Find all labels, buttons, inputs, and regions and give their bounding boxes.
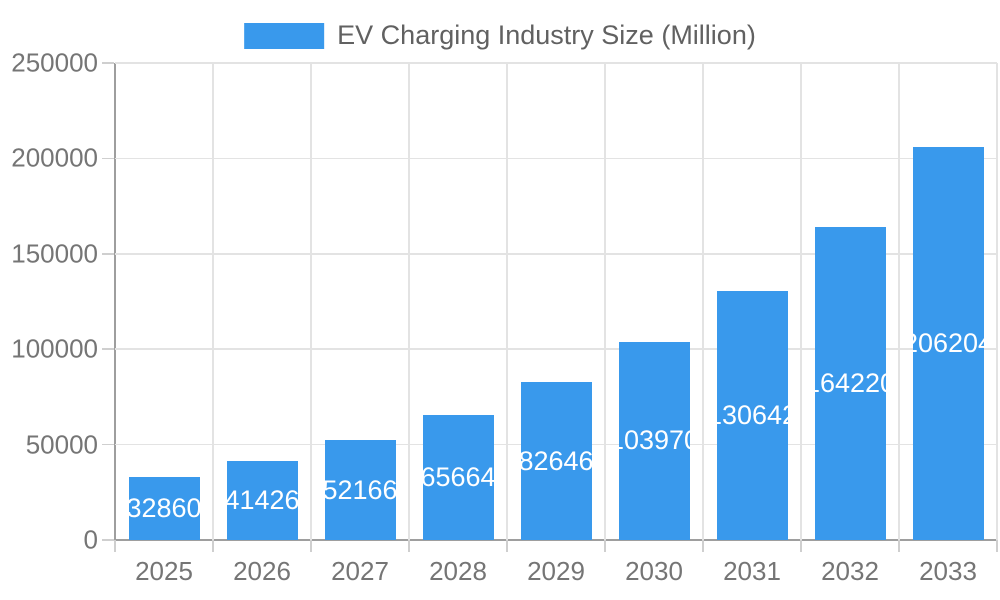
bar-value-label: 206204 [913, 327, 984, 358]
x-axis-tick [996, 540, 998, 552]
bar[interactable]: 164220 [814, 226, 886, 540]
y-axis-tick [102, 253, 114, 255]
x-axis-tick [800, 540, 802, 552]
x-axis-tick [212, 540, 214, 552]
plot-area[interactable]: 0 50000 100000 150000 200000 250000 32860 2025 4… [11, 48, 998, 586]
vertical-gridline [702, 63, 704, 540]
bar[interactable]: 130642 [716, 290, 788, 540]
vertical-gridline [212, 63, 214, 540]
y-axis-label: 100000 [11, 333, 98, 364]
x-axis-label: 2029 [527, 556, 585, 586]
vertical-gridline [898, 63, 900, 540]
vertical-gridline [506, 63, 508, 540]
bar-value-label: 103970 [619, 425, 690, 456]
bar[interactable]: 52166 [324, 440, 396, 540]
bar-value-label: 164220 [815, 367, 886, 398]
legend-item[interactable]: EV Charging Industry Size (Million) [244, 20, 756, 51]
x-axis-label: 2031 [723, 556, 781, 586]
x-axis-line [114, 539, 997, 541]
bar-value-label: 130642 [717, 399, 788, 430]
horizontal-gridline [115, 253, 997, 255]
x-axis-label: 2027 [331, 556, 389, 586]
bar-value-label: 32860 [128, 493, 200, 524]
bar[interactable]: 65664 [422, 414, 494, 540]
y-axis-label: 250000 [11, 47, 98, 78]
vertical-gridline [800, 63, 802, 540]
x-axis-tick [408, 540, 410, 552]
bar-value-label: 41426 [226, 484, 298, 515]
vertical-gridline [310, 63, 312, 540]
vertical-gridline [408, 63, 410, 540]
bar[interactable]: 206204 [912, 146, 984, 540]
y-axis-tick [102, 443, 114, 446]
y-axis-tick [102, 157, 114, 160]
x-axis-tick [898, 540, 900, 552]
x-axis-label: 2030 [625, 556, 683, 586]
vertical-gridline [996, 63, 998, 540]
vertical-gridline [604, 63, 606, 540]
y-axis-label: 150000 [11, 238, 98, 269]
bar-value-label: 52166 [324, 474, 396, 505]
bar[interactable]: 103970 [618, 341, 690, 540]
x-axis-tick [114, 540, 116, 552]
x-axis-tick [506, 540, 508, 552]
legend-swatch-icon [244, 22, 325, 49]
y-axis-label: 0 [83, 524, 98, 555]
bar-value-label: 65664 [422, 461, 494, 492]
x-axis-tick [604, 540, 606, 552]
x-axis-label: 2033 [919, 556, 977, 586]
y-axis-line [114, 63, 116, 541]
x-axis-tick [310, 540, 312, 552]
x-axis-tick [702, 540, 704, 552]
x-axis-label: 2026 [233, 556, 291, 586]
x-axis-label: 2028 [429, 556, 487, 586]
y-axis-tick [102, 539, 114, 541]
bar[interactable]: 82646 [520, 382, 592, 540]
y-axis-label: 50000 [25, 429, 98, 460]
bar[interactable]: 32860 [128, 477, 200, 540]
bar[interactable]: 41426 [226, 460, 298, 540]
legend-label: EV Charging Industry Size (Million) [337, 20, 756, 50]
horizontal-gridline [115, 157, 997, 160]
horizontal-gridline [115, 348, 997, 350]
bar-value-label: 82646 [520, 445, 592, 476]
horizontal-gridline [115, 62, 997, 64]
x-axis-label: 2025 [135, 556, 193, 586]
x-axis-label: 2032 [821, 556, 879, 586]
y-axis-tick [102, 62, 114, 64]
y-axis-tick [102, 348, 114, 350]
y-axis-label: 200000 [11, 142, 98, 173]
